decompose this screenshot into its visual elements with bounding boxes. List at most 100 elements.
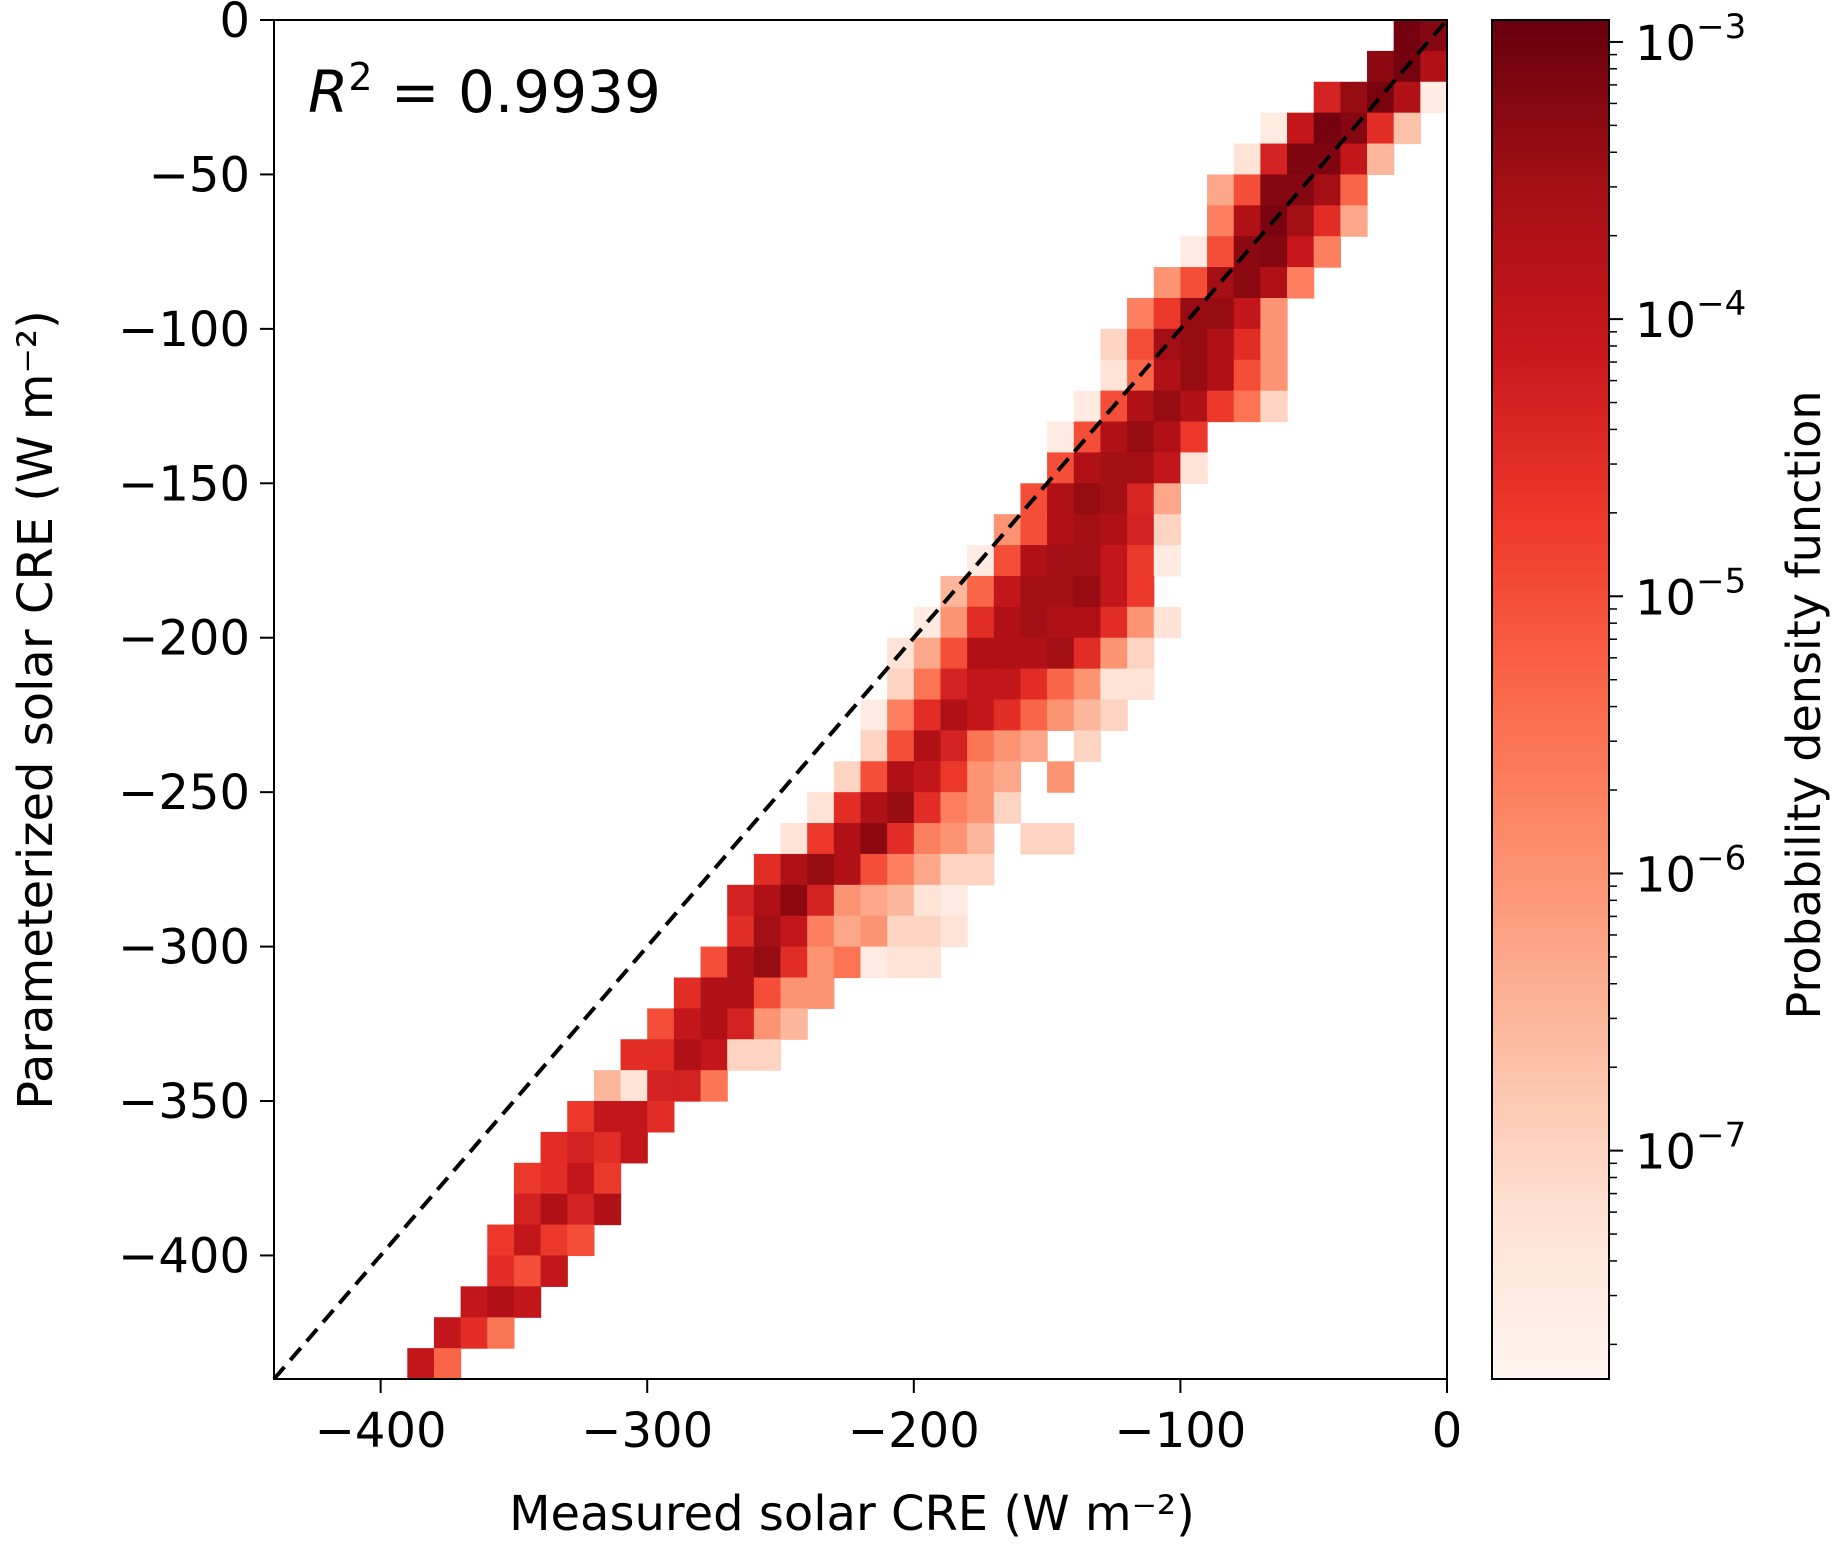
heatmap-cell <box>833 853 862 886</box>
heatmap-cell <box>1340 174 1368 206</box>
heatmap-cell <box>940 792 968 824</box>
heatmap-cell <box>913 699 942 731</box>
heatmap-cell <box>807 823 835 855</box>
heatmap-cell <box>1047 668 1075 701</box>
heatmap-cell <box>1233 390 1261 423</box>
heatmap-cell <box>1127 390 1155 423</box>
y-axis: 0 −50 −100 −150 −200 −250 −300 −350 −400 <box>118 0 274 1284</box>
heatmap-cell <box>1313 205 1341 237</box>
heatmap-cell <box>1260 297 1288 330</box>
heatmap-cell <box>967 730 995 762</box>
heatmap-cell <box>1153 483 1182 515</box>
heatmap-cell <box>860 792 888 824</box>
y-tick-label: −250 <box>118 765 250 821</box>
heatmap-cell <box>993 761 1022 793</box>
heatmap-cell <box>1233 328 1261 361</box>
heatmap-cell <box>940 730 968 762</box>
heatmap-cell <box>780 946 808 979</box>
heatmap-cell <box>1073 514 1102 546</box>
heatmap-cell <box>967 637 995 670</box>
heatmap-cell <box>913 792 942 824</box>
heatmap-cell <box>967 606 995 639</box>
heatmap-cell <box>887 792 915 824</box>
heatmap-cell <box>1207 328 1235 361</box>
heatmap-cell <box>780 977 808 1009</box>
heatmap-cell <box>807 946 835 979</box>
heatmap-cell <box>1100 328 1128 361</box>
colorbar-tick-label: 10−5 <box>1635 561 1746 626</box>
heatmap-cell <box>673 1039 702 1071</box>
heatmap-cell <box>913 637 942 670</box>
heatmap-cell <box>1207 359 1235 392</box>
heatmap-cell <box>593 1193 622 1226</box>
heatmap-cell <box>1260 143 1288 176</box>
heatmap-cell <box>993 792 1022 824</box>
heatmap-cell <box>860 915 888 948</box>
heatmap-cell <box>1180 421 1208 454</box>
heatmap-cell <box>1153 514 1182 546</box>
colorbar-ticks: 10−3 10−4 10−5 10−6 10−7 <box>1609 7 1746 1346</box>
heatmap-cell <box>913 761 942 793</box>
heatmap-cell <box>1153 606 1182 639</box>
heatmap-cell <box>753 1039 782 1071</box>
y-tick-label: −350 <box>118 1074 250 1130</box>
heatmap-cell <box>1207 297 1235 330</box>
heatmap-cell <box>1180 359 1208 392</box>
heatmap-cell <box>940 853 968 886</box>
heatmap-cell <box>940 606 968 639</box>
heatmap-cell <box>1153 545 1182 577</box>
heatmap-cell <box>727 946 755 979</box>
x-axis-label: Measured solar CRE (W m⁻²) <box>509 1486 1195 1542</box>
heatmap-cell <box>567 1224 595 1257</box>
heatmap-cell <box>620 1101 648 1133</box>
heatmap-cell <box>1127 421 1155 454</box>
heatmap-cell <box>1340 81 1368 114</box>
heatmap-cell <box>940 761 968 793</box>
heatmap-cell <box>780 884 808 917</box>
r-squared-exponent: 2 <box>348 55 372 99</box>
heatmap-cell <box>1047 606 1075 639</box>
heatmap-cell <box>460 1317 488 1349</box>
heatmap-cell <box>513 1255 542 1287</box>
heatmap-cell <box>1047 637 1075 670</box>
r-squared-symbol: R <box>308 58 348 126</box>
heatmap-cell <box>1100 421 1128 454</box>
heatmap-cell <box>1233 359 1261 392</box>
heatmap-cell <box>753 1008 782 1040</box>
heatmap-cell <box>940 699 968 731</box>
x-tick-label: 0 <box>1432 1403 1463 1459</box>
heatmap-cell <box>860 946 888 979</box>
heatmap-cell <box>433 1317 462 1349</box>
heatmap-cell <box>887 668 915 701</box>
y-tick-label: 0 <box>219 0 250 49</box>
heatmap-cell <box>753 853 782 886</box>
heatmap-cell <box>1073 545 1102 577</box>
heatmap-cell <box>1100 359 1128 392</box>
heatmap-cell <box>913 668 942 701</box>
heatmap-cell <box>1313 174 1341 206</box>
heatmap-cell <box>993 699 1022 731</box>
heatmap-cell <box>940 823 968 855</box>
heatmap-cell <box>620 1070 648 1102</box>
heatmap-cell <box>1393 112 1421 145</box>
heatmap-cell <box>967 792 995 824</box>
heatmap-cell <box>780 853 808 886</box>
plot-frame <box>273 19 1448 1380</box>
y-axis-label: Parameterized solar CRE (W m⁻²) <box>8 310 64 1110</box>
heatmap-cell <box>593 1070 622 1102</box>
heatmap-cell <box>1260 328 1288 361</box>
heatmap-cell <box>1367 50 1395 83</box>
heatmap-cell <box>1260 236 1288 268</box>
heatmap-cell <box>513 1193 542 1226</box>
heatmap-cell <box>993 545 1022 577</box>
heatmap-cell <box>647 1008 675 1040</box>
heatmap-cell <box>1180 328 1208 361</box>
heatmap-cell <box>1180 390 1208 423</box>
heatmap-cell <box>967 668 995 701</box>
heatmap-cell <box>1260 359 1288 392</box>
heatmap-cell <box>753 977 782 1009</box>
heatmap-cell <box>1287 205 1315 237</box>
y-tick-label: −400 <box>118 1228 250 1284</box>
colorbar: 10−3 10−4 10−5 10−6 10−7 Probability density… <box>1491 7 1831 1380</box>
